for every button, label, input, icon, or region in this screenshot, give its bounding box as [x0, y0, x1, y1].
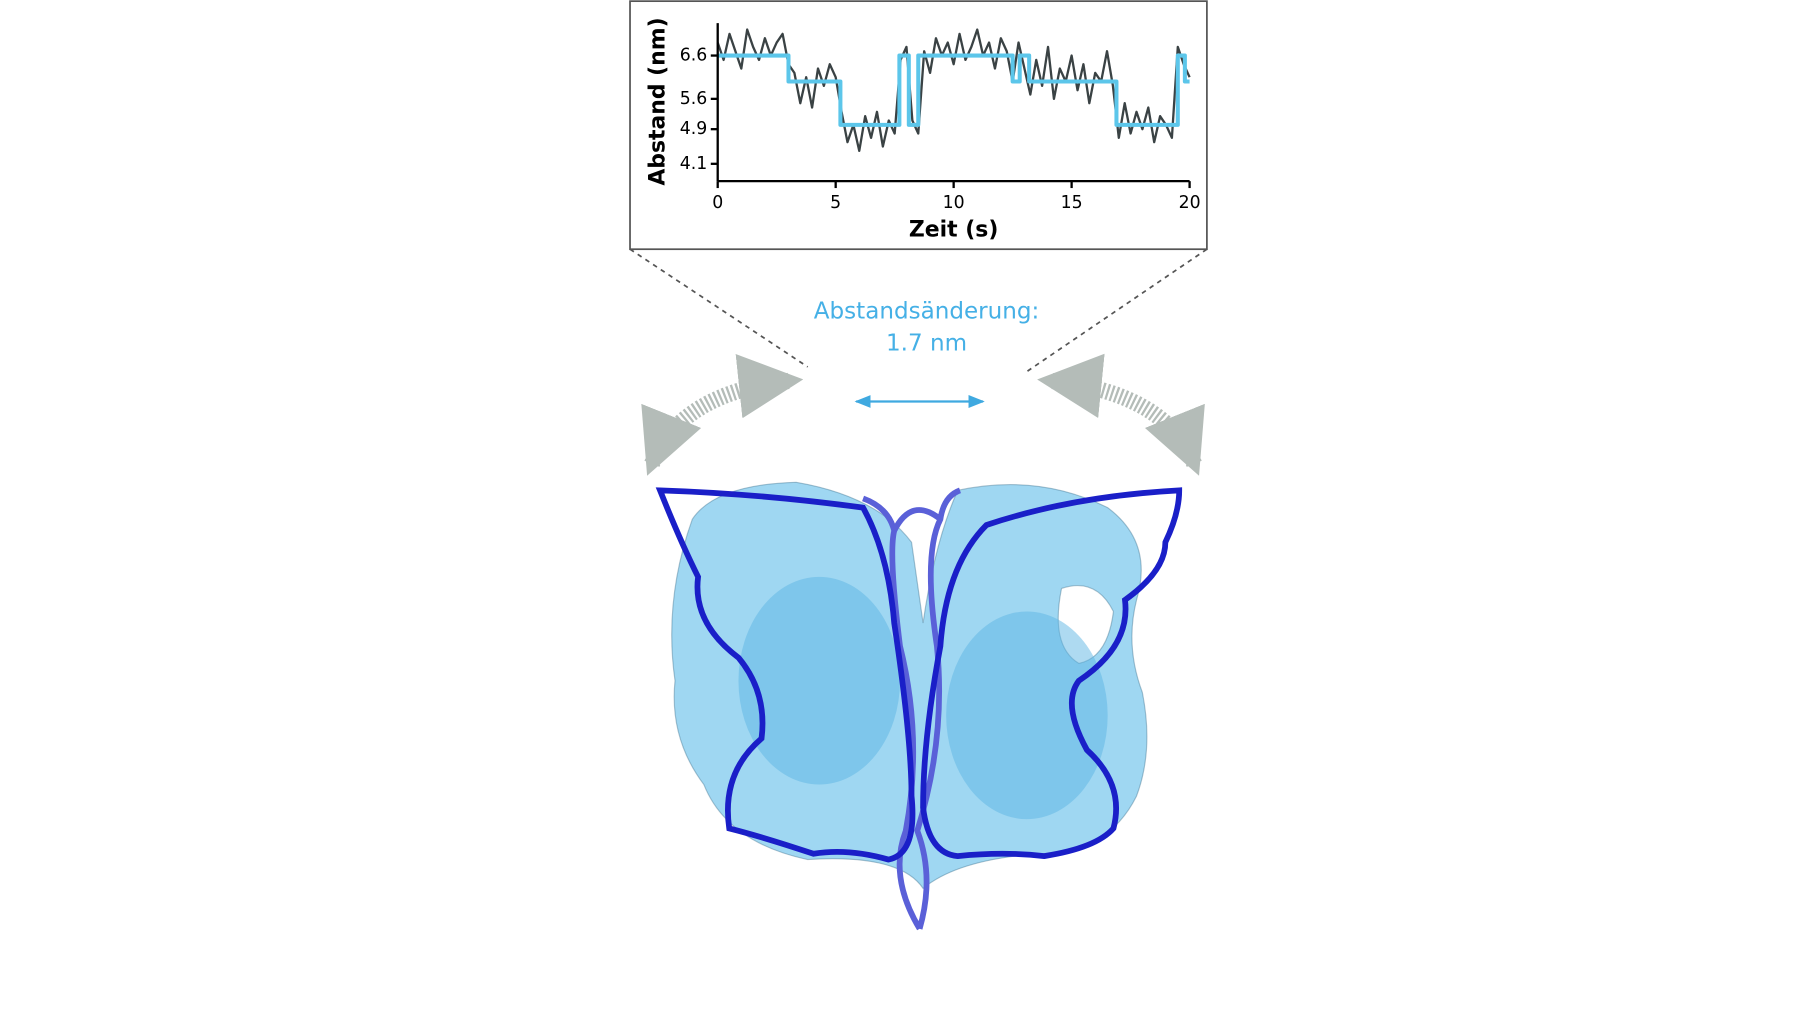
annotation: 1.7 nm [886, 331, 967, 357]
x-tick-label: 20 [1179, 193, 1201, 213]
y-tick-label: 5.6 [680, 89, 708, 109]
dashed-connectors [629, 248, 1208, 373]
y-axis-title: Abstand (nm) [646, 17, 671, 185]
annotation: Abstandsänderung: [814, 298, 1040, 324]
y-tick-label: 4.9 [680, 119, 708, 139]
x-tick-label: 5 [830, 193, 841, 213]
x-tick-label: 15 [1061, 193, 1083, 213]
y-tick-label: 4.1 [680, 154, 708, 174]
plot: 6.6 5.6 4.9 4.10 5 10 15 20 Zeit (s) Abstand (nm) [646, 17, 1201, 242]
x-axis-title: Zeit (s) [909, 218, 998, 243]
butterfly-outline [655, 487, 1183, 863]
series-line [717, 53, 1190, 127]
x-tick-label: 0 [712, 193, 723, 213]
y-tick-label: 6.6 [680, 46, 708, 66]
motion-arrows [641, 353, 1205, 476]
x-tick-label: 10 [943, 193, 965, 213]
